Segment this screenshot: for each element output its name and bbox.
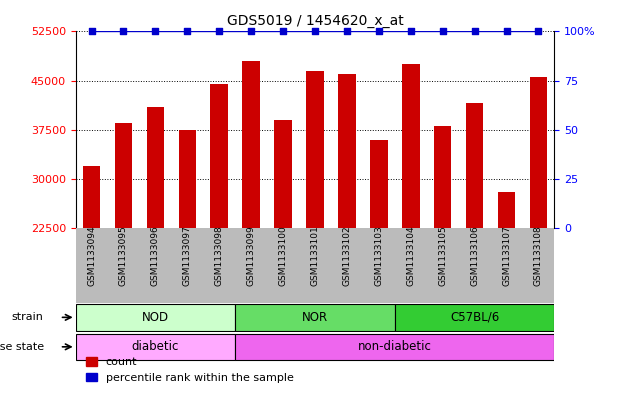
Bar (147, 107, 164, 228)
Bar (76, 334, 235, 360)
Legend: count, percentile rank within the sample: count, percentile rank within the sample (81, 353, 298, 387)
Text: diabetic: diabetic (132, 340, 179, 353)
Bar (83, 166, 100, 228)
Bar (115, 123, 132, 228)
Bar (434, 127, 452, 228)
Bar (243, 61, 260, 228)
Bar (530, 77, 547, 228)
Point (374, 28, 384, 35)
Bar (466, 103, 483, 228)
Text: NOR: NOR (302, 311, 328, 324)
Point (469, 28, 479, 35)
Bar (235, 304, 395, 331)
Bar (338, 74, 356, 228)
Text: disease state: disease state (0, 342, 43, 352)
Point (246, 28, 256, 35)
Text: C57BL/6: C57BL/6 (450, 311, 499, 324)
Bar (274, 120, 292, 228)
Point (86, 28, 96, 35)
Bar (76, 304, 235, 331)
Point (151, 28, 161, 35)
Bar (395, 304, 554, 331)
Point (214, 28, 224, 35)
Bar (370, 140, 387, 228)
Point (438, 28, 448, 35)
Title: GDS5019 / 1454620_x_at: GDS5019 / 1454620_x_at (227, 14, 403, 28)
Bar (235, 334, 554, 360)
Point (501, 28, 512, 35)
Text: strain: strain (12, 312, 43, 322)
Point (118, 28, 129, 35)
Point (182, 28, 192, 35)
Point (406, 28, 416, 35)
Point (310, 28, 320, 35)
Bar (178, 130, 196, 228)
Point (534, 28, 544, 35)
Bar (210, 84, 228, 228)
Text: NOD: NOD (142, 311, 169, 324)
Text: non-diabetic: non-diabetic (358, 340, 432, 353)
Bar (498, 192, 515, 228)
Point (278, 28, 288, 35)
Bar (306, 71, 324, 228)
Point (342, 28, 352, 35)
Bar (402, 64, 420, 228)
